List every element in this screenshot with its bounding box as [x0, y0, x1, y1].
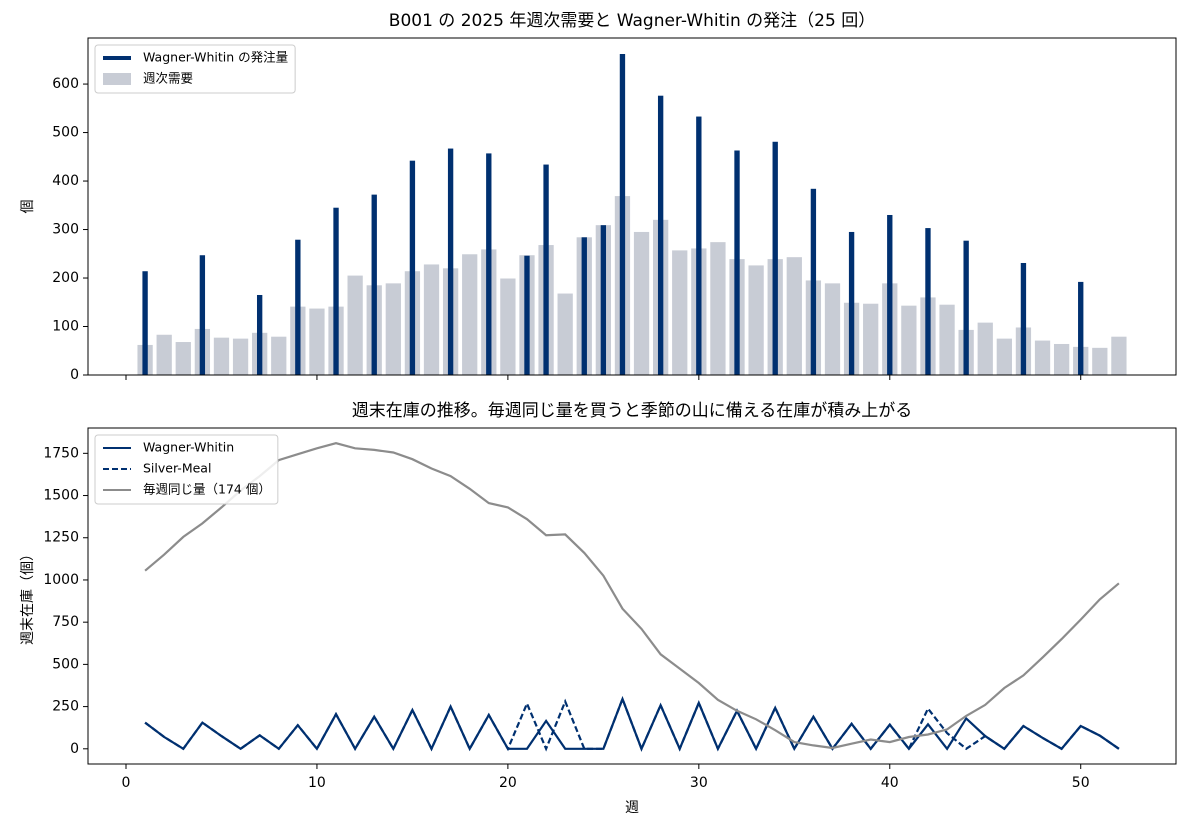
- y-tick-label: 1250: [43, 530, 79, 546]
- x-tick-label: 50: [1072, 775, 1090, 791]
- line: [144, 695, 1120, 752]
- bar: [672, 250, 688, 375]
- legend-label: Wagner-Whitin: [143, 440, 234, 455]
- bar: [786, 257, 802, 375]
- x-tick-label: 10: [308, 775, 326, 791]
- bar: [963, 240, 969, 375]
- y-tick-label: 500: [52, 656, 79, 672]
- bar: [939, 304, 955, 375]
- y-tick-label: 100: [52, 319, 79, 335]
- bar: [977, 322, 993, 375]
- y-tick-label: 500: [52, 125, 79, 141]
- line: [144, 695, 1120, 752]
- y-tick-label: 1750: [43, 445, 79, 461]
- y-tick-label: 600: [52, 76, 79, 92]
- legend-box: [94, 434, 279, 505]
- panel: 0 100 200 300 400 500 600 B001 の 2025 年週次需要と Wa…: [20, 11, 1177, 383]
- bar: [1034, 340, 1051, 375]
- bar: [423, 264, 440, 375]
- y-tick-label: 1000: [43, 572, 79, 588]
- bar: [295, 239, 301, 375]
- legend-label: Silver-Meal: [143, 461, 211, 476]
- y-axis-label: 個: [20, 200, 36, 214]
- bar: [657, 95, 664, 376]
- x-tick-label: 40: [881, 775, 899, 791]
- x-axis-label: 週: [625, 800, 639, 816]
- chart-title: B001 の 2025 年週次需要と Wagner-Whitin の発注（25 …: [389, 11, 875, 31]
- axes-frame: [87, 37, 1177, 376]
- legend-swatch: [103, 73, 131, 85]
- bar: [1111, 336, 1127, 375]
- bar: [199, 255, 206, 375]
- bar: [887, 214, 893, 375]
- legend-box: [94, 44, 296, 94]
- bar: [1020, 262, 1027, 375]
- bar: [581, 237, 587, 375]
- bar: [848, 231, 855, 375]
- bar: [1092, 347, 1108, 375]
- y-tick-label: 400: [52, 173, 79, 189]
- bar: [619, 54, 626, 376]
- bar: [371, 194, 377, 375]
- bar: [863, 303, 879, 375]
- bar: [925, 228, 931, 375]
- panel: 0 250 500 750 1000 1250 1500 1750 0 10 20 30 40 50 週末在…: [19, 401, 1177, 816]
- bar: [1053, 343, 1070, 375]
- bar: [772, 141, 778, 375]
- y-tick-label: 750: [52, 614, 79, 630]
- legend-label: Wagner-Whitin の発注量: [143, 50, 288, 65]
- bar: [309, 308, 325, 375]
- bar: [557, 293, 573, 375]
- bar: [385, 283, 401, 375]
- bar: [901, 305, 917, 375]
- axes-frame: [87, 427, 1177, 765]
- bar: [996, 338, 1012, 375]
- bar: [232, 338, 249, 375]
- x-tick-label: 0: [122, 775, 131, 791]
- bar: [333, 207, 339, 375]
- bar: [462, 254, 478, 375]
- legend: Wagner-Whitin Silver-Meal 毎週同じ量（174 個）: [94, 434, 279, 505]
- bar: [543, 164, 549, 375]
- bar: [500, 278, 516, 375]
- y-tick-label: 300: [52, 222, 79, 238]
- bar: [175, 342, 191, 375]
- bar: [486, 153, 492, 375]
- bar: [600, 225, 607, 375]
- bar: [156, 334, 172, 375]
- x-tick-label: 30: [690, 775, 708, 791]
- y-tick-label: 0: [70, 741, 79, 757]
- y-tick-label: 1500: [43, 488, 79, 504]
- chart-title: 週末在庫の推移。毎週同じ量を買うと季節の山に備える在庫が積み上がる: [352, 401, 913, 421]
- bar: [213, 337, 230, 375]
- bar: [748, 265, 764, 375]
- bar: [696, 116, 702, 375]
- bar: [524, 255, 530, 375]
- legend-label: 週次需要: [143, 71, 193, 86]
- y-tick-label: 200: [52, 270, 79, 286]
- bar: [810, 188, 817, 375]
- y-tick-label: 0: [70, 367, 79, 383]
- bar: [1078, 281, 1084, 375]
- bar: [633, 231, 650, 375]
- bar: [409, 160, 416, 375]
- bar: [347, 275, 363, 375]
- x-tick-label: 20: [499, 775, 517, 791]
- y-tick-label: 250: [52, 699, 79, 715]
- bar: [271, 336, 287, 375]
- bar: [256, 294, 263, 375]
- bar: [710, 242, 726, 375]
- legend-label: 毎週同じ量（174 個）: [143, 482, 271, 497]
- bar: [142, 271, 148, 375]
- y-axis-label: 週末在庫（個）: [19, 547, 36, 645]
- line: [144, 442, 1120, 750]
- bar: [734, 150, 740, 375]
- bar: [447, 148, 454, 375]
- bar: [824, 283, 841, 375]
